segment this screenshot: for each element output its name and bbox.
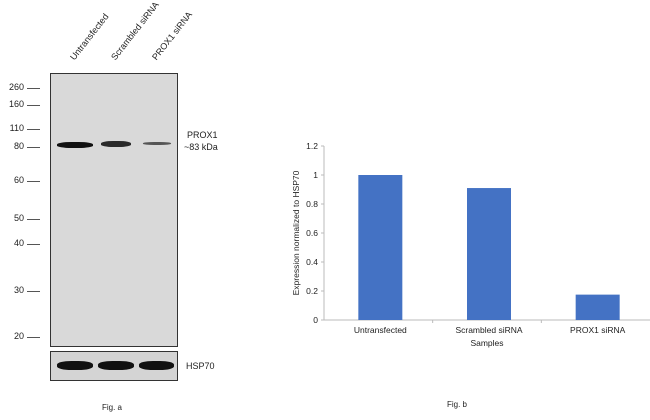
target-label: PROX1 [187,130,218,140]
caption-a: Fig. a [102,403,123,412]
caption-b: Fig. b [447,400,468,409]
mw-marker-tick [27,105,40,106]
mw-marker-label: 20 [13,331,24,341]
mw-marker-tick [27,129,40,130]
mw-marker-tick [27,291,40,292]
mw-marker-label: 260 [8,82,24,92]
band-untransfected [57,142,93,148]
mw-marker-tick [27,181,40,182]
loading-control-label: HSP70 [186,361,215,371]
mw-marker-tick [27,244,40,245]
mw-marker-label: 60 [13,175,24,185]
y-tick-label: 1.2 [306,141,318,151]
mw-marker-tick [27,219,40,220]
x-axis-title: Samples [470,338,503,348]
hsp70-band [98,361,134,370]
bar-scrambled-sirna [467,188,511,320]
hsp70-blot [50,351,178,381]
y-axis-title: Expression normalized to HSP70 [291,170,301,295]
bar-prox1-sirna [575,294,620,320]
y-tick-label: 0 [313,315,318,325]
y-tick-label: 0.6 [306,228,318,238]
blot-membrane [50,73,178,347]
band-scrambled [101,141,131,147]
bar-untransfected [358,175,403,320]
mw-marker-tick [27,337,40,338]
mw-marker-label: 30 [13,285,24,295]
mw-marker-label: 160 [8,99,24,109]
mw-marker-tick [27,147,40,148]
y-tick-label: 0.8 [306,199,318,209]
y-tick-label: 1 [313,170,318,180]
band-prox1-sirna [143,142,171,145]
hsp70-band [57,361,93,370]
hsp70-band [139,361,174,370]
target-size: ~83 kDa [184,142,218,152]
mw-marker-label: 80 [13,141,24,151]
y-tick-label: 0.4 [306,257,318,267]
x-tick-label: PROX1 siRNA [570,325,626,335]
mw-marker-tick [27,88,40,89]
mw-marker-label: 40 [13,238,24,248]
y-tick-label: 0.2 [306,286,318,296]
x-tick-label: Untransfected [354,325,407,335]
x-tick-label: Scrambled siRNA [455,325,522,335]
mw-marker-label: 50 [13,213,24,223]
mw-marker-label: 110 [9,123,24,133]
